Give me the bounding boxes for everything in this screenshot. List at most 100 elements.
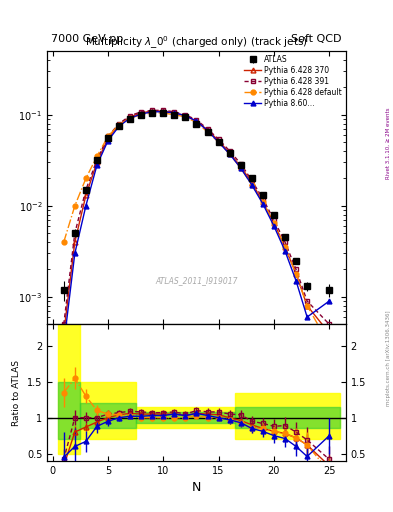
Pythia 6.428 391 <box>128 113 132 119</box>
Pythia 6.428 391 <box>95 157 99 163</box>
Pythia 8.60... <box>205 127 210 134</box>
Text: mcplots.cern.ch [arXiv:1306.3436]: mcplots.cern.ch [arXiv:1306.3436] <box>386 311 391 406</box>
Pythia 6.428 370 <box>128 114 132 120</box>
Pythia 6.428 default <box>216 139 221 145</box>
Bar <box>136 407 235 429</box>
Pythia 8.60... <box>95 162 99 168</box>
Pythia 6.428 default <box>283 244 287 250</box>
Text: Rivet 3.1.10, ≥ 2M events: Rivet 3.1.10, ≥ 2M events <box>386 108 391 179</box>
Pythia 6.428 370 <box>117 121 121 127</box>
Pythia 6.428 default <box>61 239 66 245</box>
Pythia 6.428 370 <box>106 135 110 141</box>
Text: 7000 GeV pp: 7000 GeV pp <box>51 33 123 44</box>
Pythia 6.428 default <box>72 203 77 209</box>
Pythia 6.428 default <box>327 342 332 348</box>
Pythia 6.428 370 <box>250 180 254 186</box>
Pythia 6.428 391 <box>150 108 154 114</box>
Pythia 8.60... <box>261 201 265 207</box>
Pythia 6.428 391 <box>294 266 298 272</box>
Pythia 6.428 370 <box>84 193 88 199</box>
Bar <box>235 407 340 429</box>
Pythia 6.428 370 <box>161 108 166 114</box>
Pythia 8.60... <box>84 203 88 209</box>
Pythia 6.428 default <box>183 114 188 120</box>
Pythia 6.428 391 <box>261 196 265 202</box>
Pythia 6.428 default <box>117 121 121 127</box>
Y-axis label: Ratio to ATLAS: Ratio to ATLAS <box>12 359 21 425</box>
Title: Multiplicity $\lambda\_0^0$ (charged only) (track jets): Multiplicity $\lambda\_0^0$ (charged onl… <box>85 35 308 51</box>
Pythia 6.428 370 <box>194 118 199 124</box>
Bar <box>235 393 340 439</box>
Pythia 6.428 370 <box>72 239 77 245</box>
Pythia 8.60... <box>216 139 221 145</box>
Pythia 6.428 default <box>239 165 243 171</box>
Pythia 6.428 default <box>194 120 199 126</box>
Pythia 8.60... <box>172 110 177 116</box>
Pythia 6.428 default <box>250 182 254 188</box>
Pythia 6.428 370 <box>183 113 188 119</box>
Line: Pythia 8.60...: Pythia 8.60... <box>61 110 332 347</box>
Pythia 8.60... <box>294 278 298 284</box>
Pythia 6.428 370 <box>172 110 177 116</box>
Pythia 6.428 370 <box>261 199 265 205</box>
Pythia 8.60... <box>283 248 287 254</box>
Pythia 6.428 370 <box>305 303 309 309</box>
Pythia 6.428 default <box>95 153 99 159</box>
Pythia 6.428 default <box>305 303 309 309</box>
Pythia 6.428 370 <box>205 127 210 133</box>
Pythia 6.428 391 <box>106 133 110 139</box>
Pythia 6.428 default <box>106 133 110 139</box>
Pythia 8.60... <box>183 113 188 119</box>
Pythia 8.60... <box>305 314 309 320</box>
Line: Pythia 6.428 370: Pythia 6.428 370 <box>61 109 332 335</box>
X-axis label: N: N <box>192 481 201 494</box>
Bar <box>80 382 136 439</box>
Pythia 6.428 370 <box>150 108 154 114</box>
Text: Soft QCD: Soft QCD <box>292 33 342 44</box>
Pythia 6.428 391 <box>117 120 121 126</box>
Pythia 6.428 default <box>161 110 166 116</box>
Line: Pythia 6.428 391: Pythia 6.428 391 <box>61 108 332 327</box>
Pythia 6.428 391 <box>205 126 210 132</box>
Pythia 6.428 391 <box>283 239 287 245</box>
Pythia 6.428 370 <box>216 138 221 144</box>
Pythia 8.60... <box>139 111 143 117</box>
Pythia 6.428 370 <box>283 244 287 250</box>
Pythia 6.428 391 <box>72 230 77 237</box>
Pythia 6.428 370 <box>139 110 143 116</box>
Line: Pythia 6.428 default: Pythia 6.428 default <box>61 111 332 347</box>
Text: ATLAS_2011_I919017: ATLAS_2011_I919017 <box>155 276 238 285</box>
Pythia 6.428 default <box>84 176 88 182</box>
Pythia 6.428 default <box>261 199 265 205</box>
Pythia 6.428 370 <box>227 150 232 156</box>
Pythia 8.60... <box>239 165 243 171</box>
Pythia 6.428 391 <box>327 321 332 327</box>
Pythia 8.60... <box>106 138 110 144</box>
Pythia 8.60... <box>150 109 154 115</box>
Pythia 6.428 370 <box>272 220 276 226</box>
Pythia 6.428 default <box>227 151 232 157</box>
Pythia 6.428 default <box>150 110 154 116</box>
Pythia 8.60... <box>117 123 121 129</box>
Pythia 6.428 370 <box>327 330 332 336</box>
Pythia 6.428 default <box>128 115 132 121</box>
Pythia 8.60... <box>161 109 166 115</box>
Bar <box>58 324 80 454</box>
Pythia 6.428 370 <box>95 159 99 165</box>
Pythia 6.428 default <box>294 270 298 276</box>
Pythia 6.428 default <box>139 112 143 118</box>
Pythia 8.60... <box>250 182 254 188</box>
Pythia 8.60... <box>194 118 199 124</box>
Pythia 6.428 default <box>205 129 210 135</box>
Bar <box>80 403 136 429</box>
Pythia 6.428 391 <box>227 148 232 154</box>
Pythia 8.60... <box>327 298 332 304</box>
Pythia 8.60... <box>72 250 77 257</box>
Pythia 6.428 370 <box>239 163 243 169</box>
Pythia 6.428 default <box>272 220 276 226</box>
Pythia 6.428 391 <box>84 187 88 193</box>
Legend: ATLAS, Pythia 6.428 370, Pythia 6.428 391, Pythia 6.428 default, Pythia 8.60...: ATLAS, Pythia 6.428 370, Pythia 6.428 39… <box>243 53 343 109</box>
Pythia 6.428 391 <box>161 108 166 114</box>
Pythia 6.428 391 <box>183 112 188 118</box>
Bar <box>136 412 235 423</box>
